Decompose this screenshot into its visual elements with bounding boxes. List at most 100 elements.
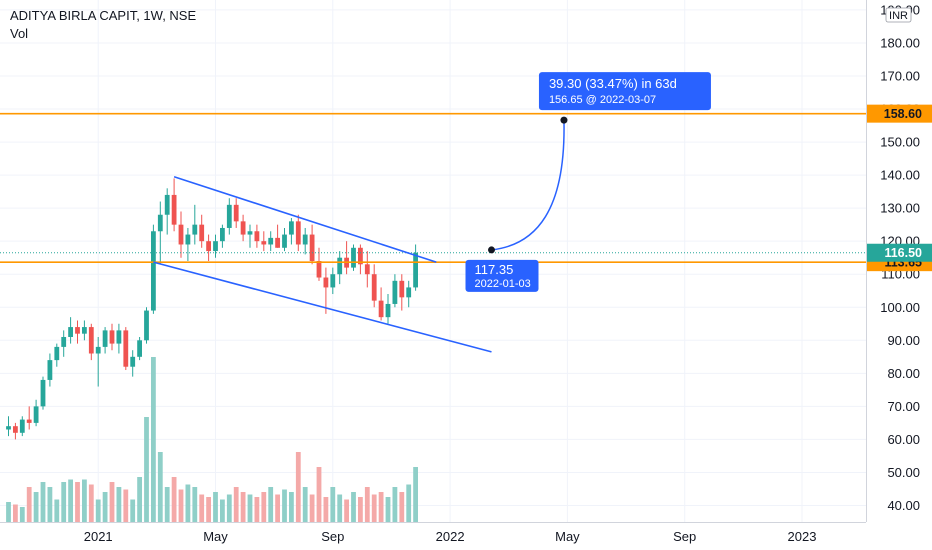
price-badge-last-text: 116.50 [884, 246, 922, 260]
candle-body[interactable] [123, 330, 129, 367]
candle-body[interactable] [240, 221, 246, 235]
candle-body[interactable] [275, 237, 280, 248]
candle-body[interactable] [171, 194, 177, 225]
candle-body[interactable] [358, 247, 363, 265]
candle-body[interactable] [295, 221, 301, 245]
candle-body[interactable] [406, 287, 412, 298]
projection-start-point[interactable] [488, 246, 495, 254]
candle-body[interactable] [47, 360, 53, 380]
channel-lower-line[interactable] [153, 261, 492, 353]
candle-body[interactable] [233, 204, 239, 222]
volume-bar [316, 467, 322, 522]
candle-body[interactable] [413, 252, 418, 288]
volume-bar [302, 487, 308, 522]
candle-body[interactable] [220, 227, 225, 242]
candle-body[interactable] [6, 426, 11, 430]
volume-bar [6, 502, 11, 522]
candle-body[interactable] [337, 257, 343, 275]
volume-bar [13, 504, 18, 522]
candle-body[interactable] [364, 264, 370, 275]
volume-bar [289, 492, 294, 522]
candle-body[interactable] [33, 406, 39, 423]
y-tick-label: 90.00 [887, 333, 920, 348]
volume-bar [116, 487, 122, 522]
candle-body[interactable] [178, 224, 184, 245]
candle-body[interactable] [61, 336, 67, 347]
candle-body[interactable] [185, 234, 191, 245]
candle-body[interactable] [254, 231, 260, 242]
candle-body[interactable] [206, 241, 211, 252]
candle-body[interactable] [95, 346, 101, 354]
candle-body[interactable] [144, 310, 149, 341]
candle-body[interactable] [213, 241, 218, 252]
candle-body[interactable] [378, 300, 384, 318]
candle-body[interactable] [199, 224, 205, 242]
candle-body[interactable] [88, 327, 94, 354]
candle-body[interactable] [75, 327, 80, 334]
candle-body[interactable] [323, 277, 329, 288]
candle-body[interactable] [164, 194, 170, 215]
candle-body[interactable] [116, 330, 122, 344]
volume-bar [75, 482, 80, 522]
candle-body[interactable] [82, 327, 87, 334]
candle-body[interactable] [302, 234, 308, 245]
channel-upper-line[interactable] [173, 175, 437, 263]
volume-bar [378, 492, 384, 522]
candle-body[interactable] [399, 280, 405, 298]
x-tick-label: 2021 [84, 529, 113, 544]
candle-body[interactable] [40, 379, 46, 407]
candle-body[interactable] [54, 346, 60, 361]
volume-bar [406, 484, 412, 522]
currency-tag[interactable] [885, 7, 912, 23]
volume-bar [268, 487, 274, 522]
projection-arc[interactable] [491, 120, 565, 251]
candle-body[interactable] [26, 419, 32, 423]
drawing-layer[interactable]: 39.30 (33.47%) in 63d 156.65 @ 2022-03-07… [0, 72, 866, 353]
candle-body[interactable] [151, 231, 156, 311]
candle-body[interactable] [109, 330, 115, 344]
volume-bar [206, 497, 211, 522]
candle-body[interactable] [226, 204, 232, 228]
y-tick-label: 40.00 [887, 498, 920, 513]
volume-bar [199, 494, 205, 522]
projection-start-date: 2022-01-03 [475, 278, 531, 290]
price-badge-last[interactable] [867, 243, 932, 262]
volume-bar [358, 497, 363, 522]
candle-body[interactable] [351, 247, 356, 268]
candle-body[interactable] [13, 426, 18, 433]
candle-body[interactable] [316, 261, 322, 278]
price-badge-level[interactable] [867, 104, 932, 123]
y-tick-label: 80.00 [887, 366, 920, 381]
candle-layer[interactable] [6, 178, 418, 440]
time-axis-bg [0, 522, 932, 550]
candle-body[interactable] [330, 274, 336, 288]
candle-body[interactable] [261, 241, 267, 245]
candle-body[interactable] [282, 234, 287, 248]
candle-body[interactable] [289, 221, 294, 235]
projection-end-point[interactable] [560, 116, 568, 124]
candle-body[interactable] [68, 327, 73, 337]
candle-body[interactable] [192, 224, 198, 235]
candle-body[interactable] [130, 356, 136, 367]
candle-body[interactable] [137, 340, 142, 357]
volume-bar [68, 479, 73, 522]
candle-body[interactable] [102, 330, 108, 347]
volume-bar [123, 489, 129, 522]
volume-bar [102, 492, 108, 522]
candle-body[interactable] [371, 274, 377, 301]
candle-body[interactable] [157, 214, 163, 232]
candle-body[interactable] [392, 280, 398, 304]
candle-body[interactable] [385, 303, 391, 318]
candle-body[interactable] [247, 231, 253, 235]
volume-bar [330, 487, 336, 522]
x-tick-label: Sep [673, 529, 696, 544]
candle-body[interactable] [309, 234, 315, 261]
volume-bar [254, 497, 260, 522]
volume-bar [33, 492, 39, 522]
candle-body[interactable] [268, 237, 274, 245]
candle-body[interactable] [19, 419, 25, 433]
price-axis-bg [867, 0, 932, 550]
projection-start-price: 117.35 [475, 262, 514, 277]
